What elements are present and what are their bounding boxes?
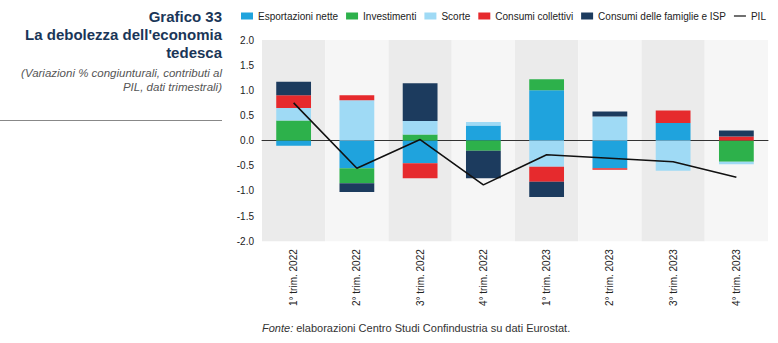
svg-text:Investimenti: Investimenti [363,11,416,22]
svg-text:4° trim. 2023: 4° trim. 2023 [731,249,742,306]
svg-text:PIL: PIL [751,11,766,22]
html-text:(Variazioni % congiunturali, c: (Variazioni % congiunturali, contributi … [21,67,222,93]
svg-text:1° trim. 2023: 1° trim. 2023 [541,249,552,306]
svg-text:2.0: 2.0 [240,35,254,46]
svg-text:4° trim. 2022: 4° trim. 2022 [478,249,489,306]
svg-text:Consumi delle famiglie e ISP: Consumi delle famiglie e ISP [598,11,726,22]
svg-text:Scorte: Scorte [441,11,470,22]
svg-text:2° trim. 2022: 2° trim. 2022 [351,249,362,306]
svg-text:1.0: 1.0 [240,85,254,96]
svg-text:-0.5: -0.5 [237,160,255,171]
svg-text:Esportazioni nette: Esportazioni nette [258,11,338,22]
html-text:Grafico 33: Grafico 33 [148,8,222,25]
svg-text:1° trim. 2022: 1° trim. 2022 [288,249,299,306]
svg-text:2° trim. 2023: 2° trim. 2023 [604,249,615,306]
svg-text:Consumi collettivi: Consumi collettivi [495,11,573,22]
html-text:Fonte: elaborazioni Centro Stu: Fonte: elaborazioni Centro Studi Confind… [262,322,571,334]
svg-text:3° trim. 2023: 3° trim. 2023 [668,249,679,306]
svg-text:-1.0: -1.0 [237,185,255,196]
svg-text:-2.0: -2.0 [237,236,255,247]
svg-text:0.5: 0.5 [240,110,254,121]
html-text:La debolezza dell'economia ted: La debolezza dell'economia tedesca [25,26,222,61]
svg-text:3° trim. 2022: 3° trim. 2022 [415,249,426,306]
svg-text:-1.5: -1.5 [237,211,255,222]
svg-text:1.5: 1.5 [240,60,254,71]
svg-text:0.0: 0.0 [240,135,254,146]
